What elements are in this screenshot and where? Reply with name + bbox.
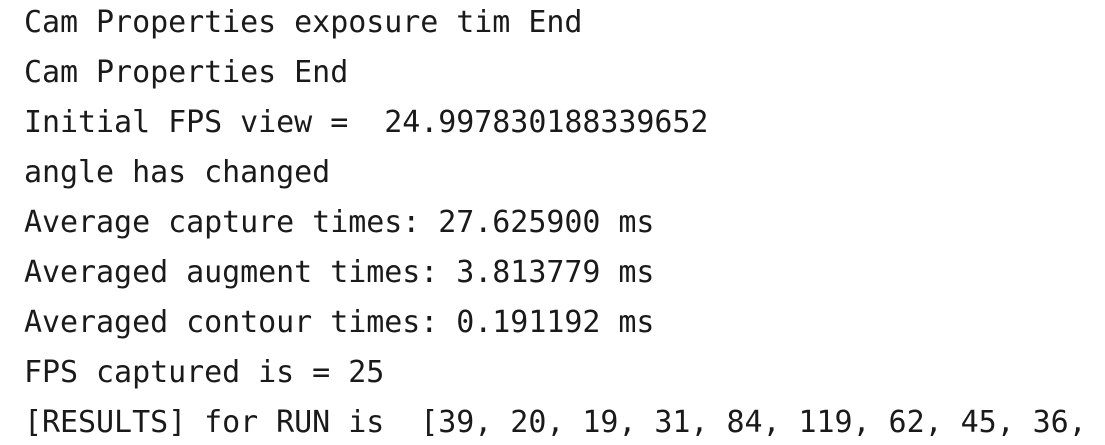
console-line: Cam Properties End xyxy=(24,55,349,90)
console-line: Initial FPS view = 24.997830188339652 xyxy=(24,105,709,140)
console-line: Averaged augment times: 3.813779 ms xyxy=(24,255,655,290)
console-line: FPS captured is = 25 xyxy=(24,355,385,390)
console-line: [RESULTS] for RUN is [39, 20, 19, 31, 84… xyxy=(24,405,1105,440)
console-line: Averaged contour times: 0.191192 ms xyxy=(24,305,655,340)
console-line: angle has changed xyxy=(24,155,331,190)
console-line: Cam Properties exposure tim End xyxy=(24,5,583,40)
console-line: Average capture times: 27.625900 ms xyxy=(24,205,655,240)
